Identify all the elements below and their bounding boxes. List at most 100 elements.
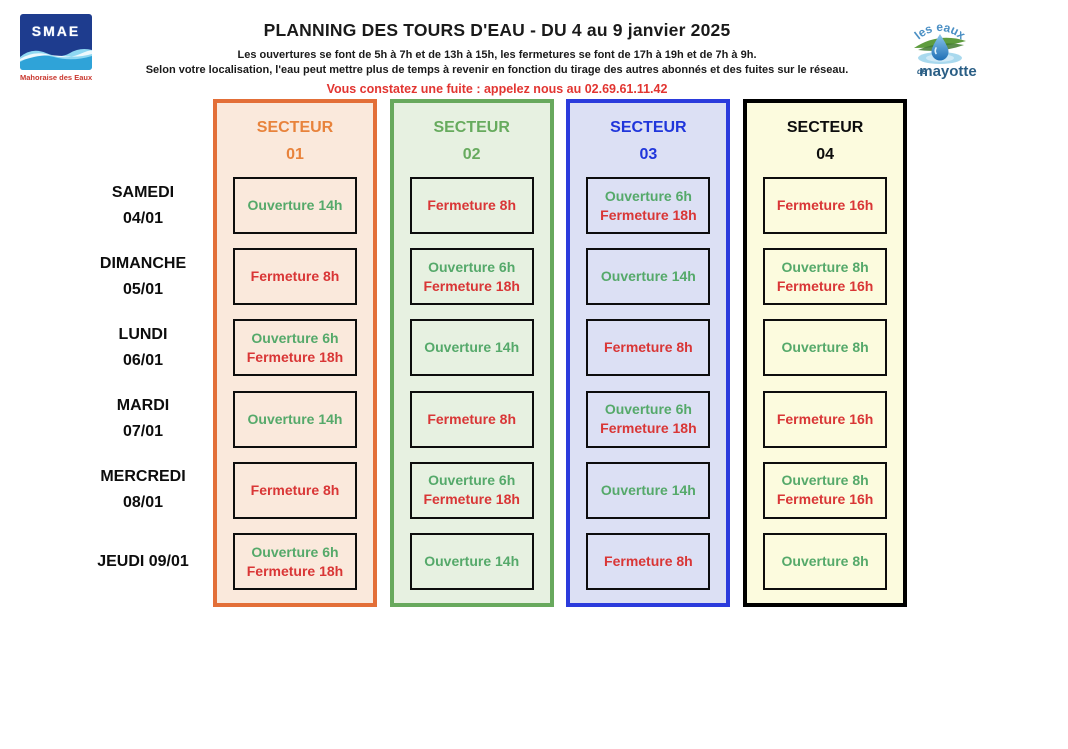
sector-header-02: SECTEUR 02 xyxy=(394,103,550,168)
subtitle-line-1: Les ouvertures se font de 5h à 7h et de … xyxy=(237,49,757,61)
schedule-cell-s03-r2: Ouverture 14h xyxy=(586,248,711,306)
closing-time: Fermeture 18h xyxy=(600,420,697,437)
sector-number: 04 xyxy=(816,146,834,163)
day-label-line: 05/01 xyxy=(122,280,164,298)
day-label-line: MERCREDI xyxy=(100,468,186,486)
wave-icon xyxy=(20,49,92,70)
closing-time: Fermeture 18h xyxy=(600,206,697,223)
leak-notice: Vous constatez une fuite : appelez nous … xyxy=(326,82,668,96)
opening-time: Ouverture 8h xyxy=(781,472,869,489)
day-label-mercredi: MERCREDI 08/01 xyxy=(43,464,243,516)
schedule-cell-s01-r6: Ouverture 6h Fermeture 18h xyxy=(233,533,357,590)
opening-time: Ouverture 14h xyxy=(424,553,520,569)
closing-time: Fermeture 8h xyxy=(250,481,340,498)
closing-time: Fermeture 16h xyxy=(776,197,874,213)
subtitle-line-2: Selon votre localisation, l'eau peut met… xyxy=(145,64,849,76)
closing-time: Fermeture 18h xyxy=(423,491,520,508)
opening-time: Ouverture 6h xyxy=(428,258,516,275)
day-label-line: 07/01 xyxy=(122,423,164,441)
closing-time: Fermeture 8h xyxy=(604,553,693,569)
sector-column-04: SECTEUR 04 Fermeture 16h Ouverture 8h Fermet… xyxy=(743,99,908,607)
schedule-cell-s03-r5: Ouverture 14h xyxy=(586,461,711,519)
sector-header-01: SECTEUR 01 xyxy=(217,103,373,168)
day-label-line: 06/01 xyxy=(122,351,164,369)
closing-time: Fermeture 18h xyxy=(246,562,344,579)
smae-logo-box: SMAE xyxy=(20,14,92,70)
day-label-line: DIMANCHE xyxy=(99,254,187,272)
day-label-mardi: MARDI 07/01 xyxy=(43,393,243,445)
sector-title: SECTEUR xyxy=(786,119,864,136)
schedule-cell-s02-r4: Fermeture 8h xyxy=(409,390,534,448)
smae-logo: SMAE Mahoraise des Eaux xyxy=(20,14,92,82)
sector-number: 03 xyxy=(639,146,658,163)
smae-logo-caption: Mahoraise des Eaux xyxy=(20,73,93,82)
closing-time: Fermeture 18h xyxy=(246,348,344,365)
schedule-cell-s03-r4: Ouverture 6h Fermeture 18h xyxy=(586,390,711,448)
schedule-cell-s01-r3: Ouverture 6h Fermeture 18h xyxy=(233,319,357,377)
schedule-cell-s02-r6: Ouverture 14h xyxy=(409,533,534,590)
day-label-jeudi: JEUDI 09/01 xyxy=(43,549,243,575)
sector-column-01: SECTEUR 01 Ouverture 14h Fermeture 8h Ouvert… xyxy=(213,99,377,607)
opening-time: Ouverture 8h xyxy=(781,339,869,356)
opening-time: Ouverture 14h xyxy=(247,410,343,427)
page-title: PLANNING DES TOURS D'EAU - DU 4 au 9 jan… xyxy=(263,20,731,40)
sector-title: SECTEUR xyxy=(433,119,510,136)
day-label-dimanche: DIMANCHE 05/01 xyxy=(43,251,243,303)
sector-column-02: SECTEUR 02 Fermeture 8h Ouverture 6h Fermetu… xyxy=(389,99,554,607)
schedule-cell-s02-r3: Ouverture 14h xyxy=(409,319,534,377)
closing-time: Fermeture 8h xyxy=(427,197,517,213)
schedule-cell-s02-r1: Fermeture 8h xyxy=(409,177,534,234)
schedule-cell-s02-r5: Ouverture 6h Fermeture 18h xyxy=(409,461,534,519)
opening-time: Ouverture 6h xyxy=(604,401,692,418)
opening-time: Ouverture 8h xyxy=(781,258,869,275)
smae-logo-text: SMAE xyxy=(31,23,81,39)
sector-header-04: SECTEUR 04 xyxy=(747,103,903,168)
day-label-line: SAMEDI xyxy=(111,183,175,201)
opening-time: Ouverture 6h xyxy=(251,329,339,346)
schedule-cell-s03-r6: Fermeture 8h xyxy=(586,533,711,590)
opening-time: Ouverture 6h xyxy=(604,187,692,204)
day-label-line: MARDI xyxy=(116,397,170,415)
schedule-cell-s04-r5: Ouverture 8h Fermeture 16h xyxy=(763,461,888,519)
opening-time: Ouverture 14h xyxy=(600,268,696,285)
day-label-lundi: LUNDI 06/01 xyxy=(43,322,243,374)
closing-time: Fermeture 16h xyxy=(776,491,874,508)
day-label-line: 08/01 xyxy=(122,494,164,512)
sector-title: SECTEUR xyxy=(610,119,687,136)
schedule-cell-s01-r4: Ouverture 14h xyxy=(233,390,357,448)
opening-time: Ouverture 14h xyxy=(424,339,520,356)
closing-time: Fermeture 16h xyxy=(776,277,874,294)
mayotte-logo-arc-text: les eaux xyxy=(912,20,969,42)
schedule-cell-s01-r1: Ouverture 14h xyxy=(233,177,357,234)
header: PLANNING DES TOURS D'EAU - DU 4 au 9 jan… xyxy=(0,20,994,96)
mayotte-logo-name: mayotte xyxy=(919,63,977,80)
opening-time: Ouverture 14h xyxy=(247,197,343,213)
day-label-line: 04/01 xyxy=(122,209,164,227)
schedule-cell-s04-r4: Fermeture 16h xyxy=(763,390,888,448)
closing-time: Fermeture 16h xyxy=(776,410,874,427)
schedule-cell-s03-r1: Ouverture 6h Fermeture 18h xyxy=(586,177,711,234)
opening-time: Ouverture 6h xyxy=(251,543,339,560)
opening-time: Ouverture 8h xyxy=(781,553,869,569)
sector-number: 02 xyxy=(462,146,481,163)
closing-time: Fermeture 8h xyxy=(427,410,517,427)
schedule-cell-s02-r2: Ouverture 6h Fermeture 18h xyxy=(409,248,534,306)
closing-time: Fermeture 8h xyxy=(250,268,340,285)
day-label-line: LUNDI xyxy=(118,325,168,343)
les-eaux-de-mayotte-logo: les eaux de mayotte xyxy=(900,12,980,87)
sector-column-03: SECTEUR 03 Ouverture 6h Fermeture 18h Ouvert… xyxy=(566,99,731,607)
opening-time: Ouverture 6h xyxy=(428,472,516,489)
closing-time: Fermeture 8h xyxy=(604,339,693,356)
schedule-cell-s04-r6: Ouverture 8h xyxy=(763,533,888,590)
schedule-cell-s04-r1: Fermeture 16h xyxy=(763,177,888,234)
sector-number: 01 xyxy=(286,146,304,163)
schedule-cell-s01-r2: Fermeture 8h xyxy=(233,248,357,306)
sector-title: SECTEUR xyxy=(256,119,334,136)
schedule-cell-s03-r3: Fermeture 8h xyxy=(586,319,711,377)
mayotte-logo-de: de xyxy=(917,67,927,76)
day-label-samedi: SAMEDI 04/01 xyxy=(43,180,243,232)
schedule-cell-s04-r2: Ouverture 8h Fermeture 16h xyxy=(763,248,888,306)
closing-time: Fermeture 18h xyxy=(423,277,520,294)
schedule-cell-s01-r5: Fermeture 8h xyxy=(233,461,357,519)
